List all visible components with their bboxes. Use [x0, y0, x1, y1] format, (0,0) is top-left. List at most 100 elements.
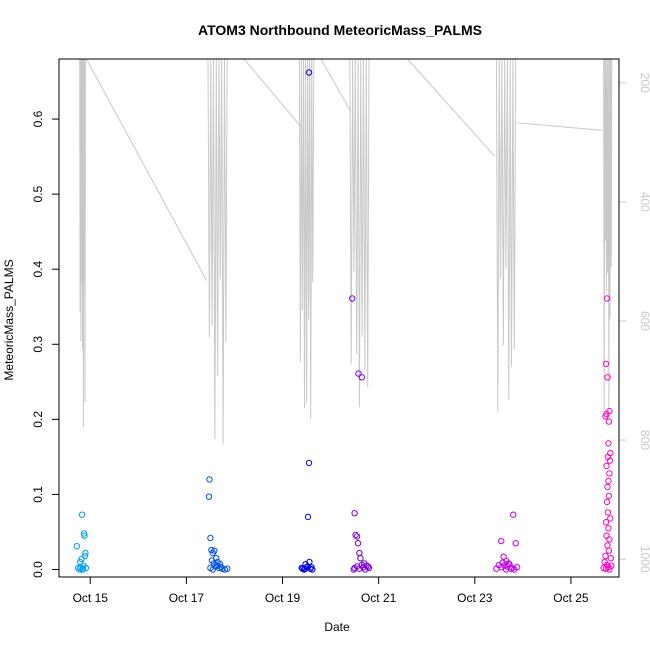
data-point	[305, 69, 313, 76]
data-point	[503, 558, 510, 565]
data-point	[498, 537, 505, 545]
data-point	[352, 531, 359, 539]
data-point	[75, 564, 82, 572]
data-point	[607, 515, 614, 522]
data-point	[213, 562, 221, 569]
data-point	[605, 492, 613, 500]
data-point	[205, 493, 213, 500]
data-point	[82, 549, 89, 557]
data-point	[217, 564, 225, 571]
data-point	[349, 295, 356, 302]
data-point	[607, 555, 614, 562]
data-point	[605, 525, 612, 532]
y-tick-label: 0.3	[31, 336, 45, 353]
data-point	[355, 370, 362, 377]
data-point	[602, 519, 610, 526]
data-point	[77, 558, 84, 566]
data-point	[606, 536, 613, 543]
data-point	[356, 565, 363, 572]
x-tick-label: Oct 21	[361, 591, 397, 605]
data-point	[512, 540, 519, 547]
data-point	[605, 477, 612, 485]
data-point	[207, 534, 214, 542]
y-tick-label: 0.2	[31, 411, 45, 428]
data-point	[510, 511, 517, 518]
data-point	[602, 413, 609, 420]
data-point	[605, 547, 613, 554]
data-point	[502, 566, 510, 573]
pressure-profile-flight	[495, 58, 517, 413]
pressure-profile-flight	[79, 58, 86, 427]
data-point	[364, 563, 372, 570]
data-point	[493, 565, 500, 572]
data-point	[606, 566, 613, 573]
data-point	[605, 418, 613, 425]
data-point	[604, 374, 611, 381]
data-point	[606, 470, 613, 477]
data-point	[603, 295, 611, 302]
data-point	[211, 547, 218, 554]
data-point	[79, 565, 87, 572]
y-tick-label: 0.5	[31, 185, 45, 202]
data-point	[600, 564, 607, 572]
data-point	[208, 546, 215, 554]
data-point	[224, 565, 231, 572]
data-point	[507, 565, 514, 572]
data-point	[82, 564, 90, 572]
data-point	[357, 555, 364, 562]
data-point	[500, 553, 507, 560]
pressure-profile-transit	[407, 58, 496, 157]
x-tick-label: Oct 15	[73, 591, 109, 605]
data-point	[603, 498, 611, 506]
y-tick-label: 0.4	[31, 261, 45, 278]
data-point	[360, 564, 367, 571]
y-tick-label: 0.1	[31, 486, 45, 503]
data-point	[81, 532, 88, 539]
data-point	[301, 565, 309, 572]
data-point	[602, 552, 609, 560]
data-point	[604, 483, 611, 491]
pressure-lines	[79, 58, 613, 445]
data-point	[604, 453, 612, 461]
data-point	[513, 564, 521, 571]
data-point	[351, 510, 358, 517]
pressure-profile-flight	[349, 58, 370, 407]
chart-title: ATOM3 Northbound MeteoricMass_PALMS	[198, 22, 482, 38]
data-point	[306, 558, 313, 566]
y-axis-label: MeteoricMass_PALMS	[2, 259, 16, 380]
x-tick-label: Oct 23	[457, 591, 493, 605]
pressure-profile-transit	[517, 122, 603, 131]
scatter-points	[73, 69, 615, 573]
data-point	[298, 564, 305, 572]
data-point	[206, 476, 213, 483]
data-point	[608, 562, 615, 569]
data-point	[606, 407, 613, 415]
data-point	[78, 511, 86, 518]
data-point	[353, 533, 361, 540]
right-axis-tick-label: 200	[638, 73, 650, 93]
x-axis-label: Date	[324, 620, 350, 634]
plot-frame	[58, 58, 620, 578]
pressure-profile-flight	[207, 58, 228, 445]
data-point	[308, 564, 315, 571]
axes: Oct 15 Oct 17 Oct 19 Oct 21 Oct 23 Oct 25 0.0 0…	[31, 73, 650, 605]
right-axis-tick-label: 1000	[638, 546, 650, 573]
x-tick-label: Oct 17	[169, 591, 205, 605]
y-tick-label: 0.6	[31, 110, 45, 127]
right-axis-tick-label: 600	[638, 311, 650, 331]
pressure-profile-flight	[298, 58, 315, 420]
data-point	[603, 462, 610, 470]
data-point	[605, 440, 612, 447]
data-point	[602, 360, 610, 367]
right-axis-tick-label: 400	[638, 192, 650, 212]
y-tick-label: 0.0	[31, 561, 45, 578]
data-point	[304, 513, 312, 521]
data-point	[305, 459, 313, 467]
pressure-profile-transit	[85, 58, 208, 281]
data-point	[354, 540, 362, 547]
pressure-profile-transit	[243, 58, 302, 127]
data-point	[358, 374, 365, 381]
data-point	[73, 543, 81, 550]
